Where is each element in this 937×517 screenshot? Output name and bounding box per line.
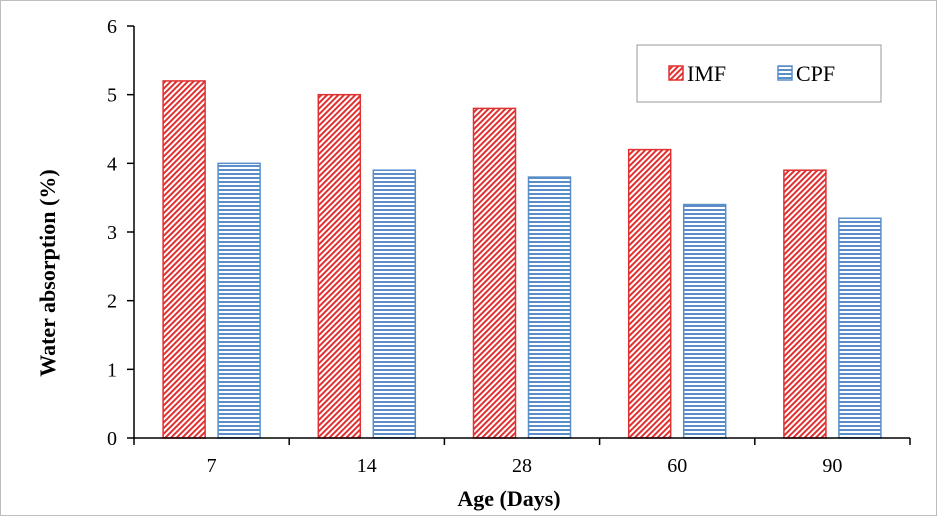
y-tick-label: 4: [107, 153, 117, 175]
legend: IMF CPF: [636, 44, 882, 103]
bar-imf-60: [627, 148, 672, 439]
legend-swatch-imf: [668, 65, 684, 81]
y-axis-title: Water absorption (%): [35, 169, 60, 376]
x-tick-label: 90: [822, 455, 842, 477]
y-tick-label: 3: [107, 222, 117, 244]
bar-cpf-90: [838, 217, 882, 439]
x-tick-label: 14: [357, 455, 377, 477]
x-axis-ticks: 7 14 28 60 90: [133, 438, 911, 477]
x-axis-title: Age (Days): [457, 486, 560, 511]
y-tick-label: 6: [107, 16, 117, 38]
bar-imf-7: [162, 80, 206, 439]
y-axis-ticks: 0 1 2 3 4 5 6: [107, 16, 134, 450]
bar-imf-14: [317, 93, 362, 439]
bar-imf-28: [472, 107, 517, 439]
bar-cpf-14: [372, 169, 417, 439]
x-tick-label: 28: [512, 455, 532, 477]
x-tick-label: 7: [207, 455, 217, 477]
y-tick-label: 0: [107, 428, 117, 450]
x-tick-label: 60: [667, 455, 687, 477]
legend-label-imf: IMF: [687, 61, 726, 86]
bars: [162, 80, 882, 439]
bar-imf-90: [783, 169, 827, 439]
y-tick-label: 2: [107, 291, 117, 313]
y-tick-label: 1: [107, 359, 117, 381]
bar-cpf-60: [682, 203, 727, 439]
bar-cpf-28: [527, 176, 572, 439]
legend-label-cpf: CPF: [796, 61, 835, 86]
y-tick-label: 5: [107, 85, 117, 107]
bar-cpf-7: [217, 162, 261, 439]
legend-swatch-cpf: [777, 65, 793, 81]
